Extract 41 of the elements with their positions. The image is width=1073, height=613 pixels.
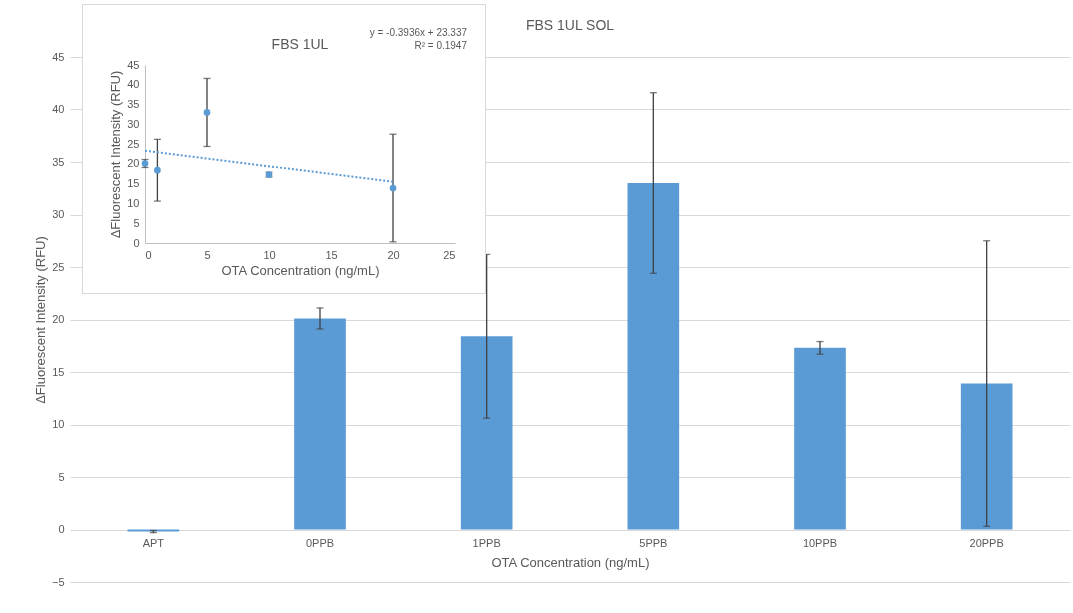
x-tick-label: 5 — [204, 248, 211, 261]
x-tick-label: 0 — [145, 248, 152, 261]
x-tick-label: 1PPB — [472, 537, 501, 549]
chart-title: FBS 1UL SOL — [525, 17, 615, 33]
y-tick-label: 25 — [52, 260, 65, 273]
y-tick-label: −5 — [51, 575, 65, 588]
text: R² = 0.1947 — [414, 40, 468, 51]
x-tick-label: APT — [142, 537, 165, 549]
y-tick-label: 15 — [127, 177, 140, 190]
chart-title: FBS 1UL — [271, 36, 329, 52]
x-tick-label: 10 — [263, 248, 276, 261]
y-tick-label: 10 — [127, 196, 140, 209]
y-tick-label: 40 — [127, 78, 140, 91]
y-tick-label: 40 — [52, 103, 65, 115]
y-tick-label: 0 — [133, 236, 140, 249]
y-tick-label: 0 — [58, 523, 65, 535]
x-tick-label: 15 — [325, 248, 338, 261]
x-tick-label: 25 — [443, 248, 456, 261]
x-axis-title: OTA Concentration (ng/mL) — [221, 262, 380, 278]
x-tick-label: 5PPB — [639, 537, 668, 549]
y-tick-label: 25 — [127, 137, 140, 150]
y-tick-label: 45 — [52, 50, 65, 63]
y-tick-label: 20 — [127, 157, 140, 170]
x-tick-label: 20PPB — [969, 537, 1004, 549]
y-tick-label: 5 — [58, 470, 65, 483]
y-tick-label: 30 — [52, 208, 65, 220]
x-tick-label: 10PPB — [802, 537, 838, 549]
text: y = -0.3936x + 23.337 — [369, 27, 468, 38]
y-tick-label: 35 — [127, 98, 140, 111]
y-tick-label: 10 — [52, 418, 65, 430]
y-tick-label: 35 — [52, 155, 65, 168]
x-tick-label: 20 — [387, 248, 400, 261]
y-axis-title: ΔFluorescent Intensity (RFU) — [108, 70, 124, 239]
y-tick-label: 20 — [52, 313, 65, 325]
x-tick-label: 0PPB — [305, 537, 335, 549]
y-tick-label: 5 — [133, 216, 140, 229]
y-tick-label: 45 — [127, 58, 140, 71]
y-axis-title: ΔFluorescent Intensity (RFU) — [32, 236, 48, 404]
x-axis-title: OTA Concentration (ng/mL) — [491, 555, 650, 570]
y-tick-label: 30 — [127, 117, 140, 130]
y-tick-label: 15 — [52, 365, 65, 378]
